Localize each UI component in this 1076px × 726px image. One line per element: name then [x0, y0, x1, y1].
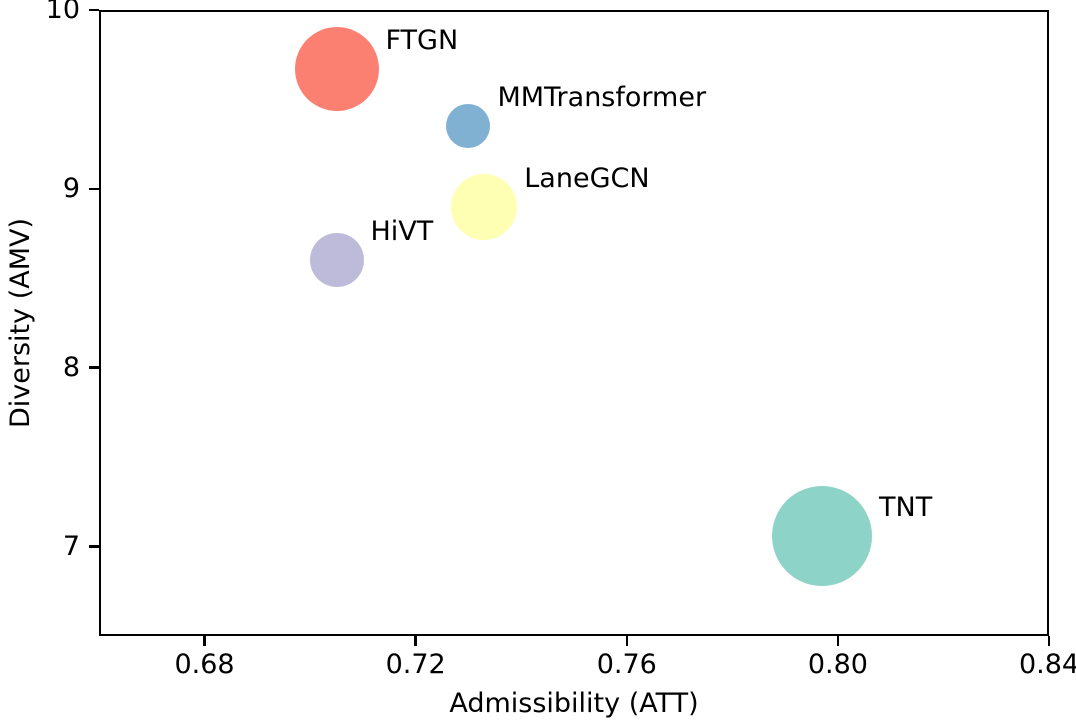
- bubble-label-lanegcn: LaneGCN: [524, 162, 650, 194]
- bubble-tnt: [772, 485, 873, 586]
- plot-area: [99, 10, 1049, 636]
- x-tick-mark: [1047, 636, 1051, 646]
- bubble-ftgn: [294, 27, 379, 112]
- x-tick-label: 0.76: [596, 649, 657, 680]
- y-tick-mark: [89, 545, 99, 548]
- y-tick-label: 9: [62, 172, 80, 204]
- y-tick-label: 10: [45, 0, 80, 25]
- y-tick-label: 8: [62, 351, 80, 383]
- x-tick-mark: [625, 636, 629, 646]
- x-tick-label: 0.68: [174, 649, 235, 680]
- bubble-label-tnt: TNT: [879, 491, 933, 523]
- x-tick-label: 0.84: [1018, 649, 1076, 680]
- x-tick-label: 0.72: [385, 649, 446, 680]
- y-tick-mark: [89, 8, 99, 12]
- bubble-hivt: [309, 233, 364, 288]
- x-axis-label: Admissibility (ATT): [449, 688, 699, 719]
- y-tick-mark: [89, 187, 99, 191]
- bubble-label-hivt: HiVT: [370, 216, 434, 248]
- bubble-lanegcn: [451, 173, 518, 240]
- bubble-mmtransformer: [446, 104, 491, 149]
- x-tick-mark: [836, 636, 840, 646]
- bubble-label-ftgn: FTGN: [385, 25, 459, 57]
- x-tick-label: 0.80: [807, 649, 868, 680]
- y-tick-mark: [89, 366, 99, 369]
- x-tick-mark: [203, 636, 206, 646]
- y-tick-label: 7: [62, 530, 80, 562]
- x-tick-mark: [414, 636, 417, 646]
- y-axis-label-text: Diversity (AMV): [5, 217, 36, 429]
- bubble-label-mmtransformer: MMTransformer: [497, 82, 707, 114]
